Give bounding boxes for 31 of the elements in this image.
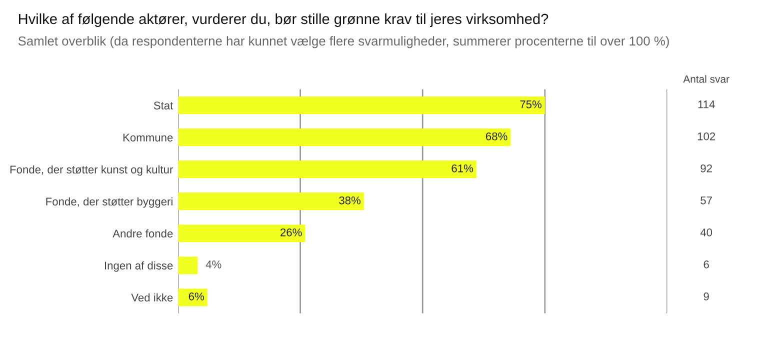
chart-subtitle: Samlet overblik (da respondenterne har kunnet vælge flere svarmuligheder, summerer procenterne til over 100 %): [18, 36, 669, 48]
y-tick-label: Fonde, der støtter kunst og kultur: [10, 165, 173, 176]
text: 57: [700, 196, 712, 204]
bar: [178, 192, 364, 210]
data-label: 61%: [452, 164, 474, 172]
data-label: 68%: [486, 132, 508, 140]
text: 6: [704, 260, 709, 268]
bar: [178, 256, 198, 274]
y-tick-label: Ved ikke: [131, 293, 173, 302]
y-tick-label: Stat: [154, 102, 174, 110]
text: 40: [700, 228, 712, 236]
y-tick-label: Ingen af disse: [105, 261, 173, 272]
bar: [178, 224, 306, 242]
data-label: 6%: [188, 292, 204, 300]
text: 9: [704, 292, 709, 300]
text: 102: [698, 132, 716, 140]
text: 92: [700, 164, 712, 172]
data-label: 38%: [339, 196, 361, 204]
bar: [178, 96, 545, 114]
data-label: 75%: [520, 100, 542, 108]
bar: [178, 128, 511, 146]
y-tick-label: Kommune: [123, 134, 173, 142]
y-tick-label: Andre fonde: [112, 229, 173, 238]
bar: [178, 288, 208, 306]
bar: [178, 160, 476, 178]
text: Antal svar: [683, 75, 730, 83]
text: 114: [698, 100, 715, 108]
data-label: 4%: [206, 260, 222, 268]
y-tick-label: Fonde, der støtter byggeri: [46, 197, 172, 208]
chart-title: Hvilke af følgende aktører, vurderer du, bør stille grønne krav til jeres virksomhed?: [19, 13, 548, 28]
data-label: 26%: [280, 228, 302, 236]
